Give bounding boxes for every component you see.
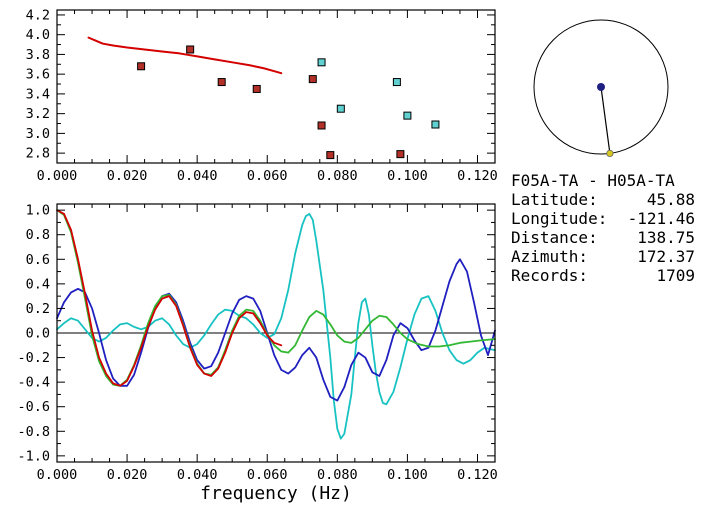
svg-text:-0.4: -0.4: [17, 375, 50, 391]
svg-text:3.6: 3.6: [26, 67, 50, 83]
info-row-azimuth: Azimuth: 172.37: [511, 247, 695, 266]
svg-text:0.100: 0.100: [387, 467, 428, 483]
records-label: Records:: [511, 266, 589, 285]
station-pair-title: F05A-TA - H05A-TA: [511, 171, 675, 190]
plot-frame: [56, 9, 496, 164]
correlation-spectrum-chart: 0.000 0.020 0.040 0.060 0.080 0.100 0.120 -1.0 -…: [17, 203, 497, 483]
tick-labels: 0.000 0.020 0.040 0.060 0.080 0.100 0.120 -1.0 -…: [17, 203, 497, 483]
svg-text:0.2: 0.2: [26, 301, 50, 317]
svg-text:0.120: 0.120: [457, 168, 498, 184]
svg-text:0.040: 0.040: [177, 168, 218, 184]
distance-value: 138.75: [637, 228, 695, 247]
azimuth-line: [600, 86, 611, 154]
svg-text:0.040: 0.040: [177, 467, 218, 483]
cyan-curve: [56, 212, 496, 440]
svg-text:3.4: 3.4: [26, 86, 50, 102]
svg-text:0.100: 0.100: [387, 168, 428, 184]
svg-text:0.8: 0.8: [26, 227, 50, 243]
axis-ticks: [56, 204, 495, 462]
longitude-value: -121.46: [627, 209, 695, 228]
station-info-panel: F05A-TA - H05A-TA Latitude: 45.88 Longit…: [511, 171, 695, 285]
svg-text:0.080: 0.080: [317, 467, 358, 483]
svg-text:1.0: 1.0: [26, 203, 50, 219]
center-station-dot: [597, 83, 605, 91]
svg-text:-0.2: -0.2: [17, 350, 50, 366]
svg-text:0.000: 0.000: [37, 467, 78, 483]
svg-text:2.8: 2.8: [26, 146, 50, 162]
remote-station-dot: [606, 149, 614, 158]
info-row-distance: Distance: 138.75: [511, 228, 695, 247]
svg-text:0.000: 0.000: [37, 168, 78, 184]
azimuth-label: Azimuth:: [511, 247, 589, 266]
great-circle-outline: [533, 19, 669, 155]
svg-text:0.4: 0.4: [26, 276, 50, 292]
svg-text:4.2: 4.2: [26, 7, 50, 23]
azimuth-diagram: [533, 19, 669, 158]
svg-text:0.080: 0.080: [317, 168, 358, 184]
svg-text:0.060: 0.060: [247, 168, 288, 184]
axis-ticks: [56, 10, 495, 163]
svg-text:4.0: 4.0: [26, 27, 50, 43]
longitude-label: Longitude:: [511, 209, 608, 228]
svg-text:-0.6: -0.6: [17, 399, 50, 415]
info-row-latitude: Latitude: 45.88: [511, 190, 695, 209]
svg-text:3.0: 3.0: [26, 126, 50, 142]
red-measurement-squares: [137, 45, 405, 160]
red-curve: [56, 209, 283, 387]
svg-text:0.0: 0.0: [26, 326, 50, 342]
x-axis-label: frequency (Hz): [200, 483, 352, 504]
blue-curve: [56, 258, 496, 402]
tick-labels: 0.000 0.020 0.040 0.060 0.080 0.100 0.120 2.8 3.…: [26, 7, 498, 184]
dispersion-chart: 0.000 0.020 0.040 0.060 0.080 0.100 0.120 2.8 3.…: [26, 7, 498, 184]
latitude-value: 45.88: [646, 190, 695, 209]
svg-text:0.060: 0.060: [247, 467, 288, 483]
azimuth-value: 172.37: [637, 247, 695, 266]
svg-text:0.020: 0.020: [107, 467, 148, 483]
records-value: 1709: [656, 266, 695, 285]
model-dispersion-curve: [87, 36, 283, 75]
info-row-records: Records: 1709: [511, 266, 695, 285]
latitude-label: Latitude:: [511, 190, 598, 209]
cyan-measurement-squares: [317, 58, 440, 129]
distance-label: Distance:: [511, 228, 598, 247]
svg-text:3.2: 3.2: [26, 106, 50, 122]
svg-text:-1.0: -1.0: [17, 448, 50, 464]
info-row-longitude: Longitude: -121.46: [511, 209, 695, 228]
svg-text:0.6: 0.6: [26, 252, 50, 268]
svg-text:3.8: 3.8: [26, 47, 50, 63]
svg-text:0.020: 0.020: [107, 168, 148, 184]
svg-text:-0.8: -0.8: [17, 424, 50, 440]
svg-text:0.120: 0.120: [457, 467, 498, 483]
